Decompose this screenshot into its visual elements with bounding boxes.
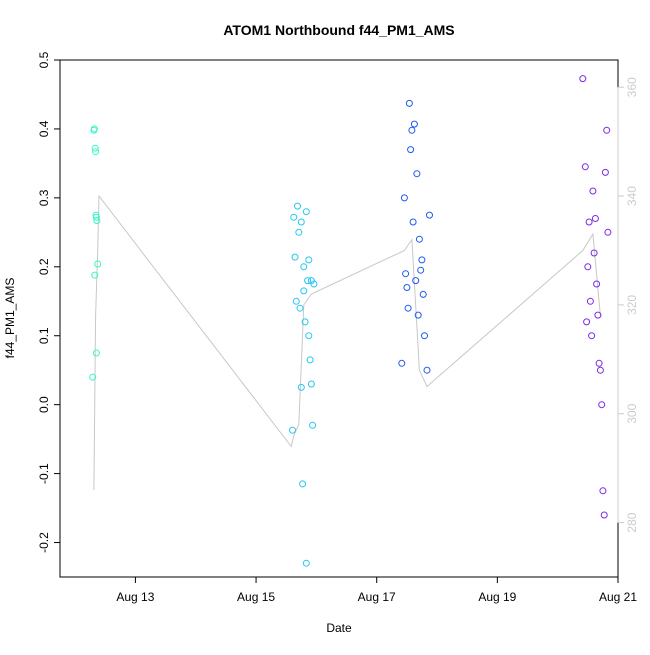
data-point (296, 304, 304, 312)
y-axis-label: f44_PM1_AMS (3, 278, 17, 359)
data-point (299, 480, 307, 488)
data-point (92, 148, 100, 156)
data-point (305, 256, 313, 264)
data-point (300, 263, 308, 271)
data-point (307, 277, 315, 285)
data-point (398, 359, 406, 367)
data-point (594, 311, 602, 319)
data-point (302, 559, 310, 567)
data-point (590, 249, 598, 257)
x-tick-label: Aug 15 (237, 590, 275, 604)
y2-tick-label: 280 (625, 512, 639, 532)
data-point (414, 311, 422, 319)
data-point (92, 349, 100, 357)
x-tick-label: Aug 21 (599, 590, 637, 604)
data-point (92, 213, 100, 221)
y2-tick-label: 340 (625, 186, 639, 206)
data-point (91, 271, 99, 279)
data-point (415, 235, 423, 243)
y2-tick-label: 300 (625, 403, 639, 423)
data-point (579, 75, 587, 83)
data-point (583, 318, 591, 326)
data-point (421, 332, 428, 340)
data-point (412, 277, 420, 285)
data-point (408, 126, 416, 134)
data-point (591, 215, 599, 222)
y-tick-label: 0.3 (37, 189, 51, 206)
data-point (301, 318, 309, 326)
data-point (598, 401, 606, 409)
data-point (292, 297, 300, 305)
y-tick-label: -0.2 (37, 532, 51, 553)
x-tick-label: Aug 13 (116, 590, 154, 604)
data-point (413, 170, 421, 178)
data-point (595, 359, 603, 367)
data-point (297, 383, 305, 391)
data-point (403, 284, 411, 291)
data-point (584, 263, 592, 271)
data-point (418, 256, 426, 264)
x-tick-label: Aug 19 (478, 590, 516, 604)
y-axis-right: 280 300 320 340 360 (617, 77, 639, 533)
data-point (581, 163, 589, 171)
data-point (307, 380, 315, 388)
data-point (410, 120, 418, 128)
x-axis-label: Date (326, 621, 352, 635)
data-point (417, 266, 425, 274)
data-point (93, 217, 101, 225)
data-point (586, 297, 594, 305)
y-tick-label: 0.2 (37, 258, 51, 275)
data-point (593, 280, 601, 288)
y-axis-left: -0.2 -0.1 0.0 0.1 0.2 0.3 0.4 0.5 (37, 51, 60, 553)
data-point (404, 304, 412, 312)
data-point (423, 366, 431, 374)
data-point (599, 487, 607, 495)
data-point (304, 277, 312, 285)
data-point (297, 218, 305, 226)
data-point (588, 332, 596, 340)
y-tick-label: -0.1 (37, 463, 51, 484)
data-point (295, 228, 303, 236)
data-point (94, 260, 102, 268)
data-point (402, 270, 410, 278)
y2-tick-label: 320 (625, 295, 639, 315)
y-tick-label: 0.4 (37, 120, 51, 137)
data-point (419, 290, 427, 298)
data-point (291, 253, 299, 261)
y-tick-label: 0.1 (37, 327, 51, 344)
data-point (400, 194, 408, 202)
data-point (289, 426, 296, 434)
y-tick-label: 0.5 (37, 51, 51, 68)
data-point (589, 187, 597, 195)
data-point (290, 213, 298, 221)
data-point (405, 99, 413, 107)
data-point (407, 146, 415, 154)
chart-title: ATOM1 Northbound f44_PM1_AMS (223, 22, 454, 38)
data-point (600, 511, 608, 519)
x-tick-label: Aug 17 (358, 590, 396, 604)
data-point (596, 366, 604, 374)
y2-tick-label: 360 (625, 77, 639, 97)
data-point (585, 218, 593, 226)
data-point (601, 168, 609, 176)
data-point (294, 202, 301, 210)
data-point (305, 332, 313, 340)
y-tick-label: 0.0 (37, 396, 51, 413)
points-layer (89, 75, 612, 567)
data-point (426, 211, 433, 219)
data-point (306, 356, 314, 364)
data-point (603, 126, 611, 134)
x-axis: Aug 13 Aug 15 Aug 17 Aug 19 Aug 21 (116, 577, 637, 604)
data-point (309, 421, 317, 429)
data-point (302, 208, 310, 216)
data-point (90, 125, 98, 133)
data-point (89, 373, 97, 381)
data-point (604, 228, 612, 236)
data-point (300, 287, 308, 295)
data-point (409, 218, 417, 226)
data-point (91, 144, 99, 152)
